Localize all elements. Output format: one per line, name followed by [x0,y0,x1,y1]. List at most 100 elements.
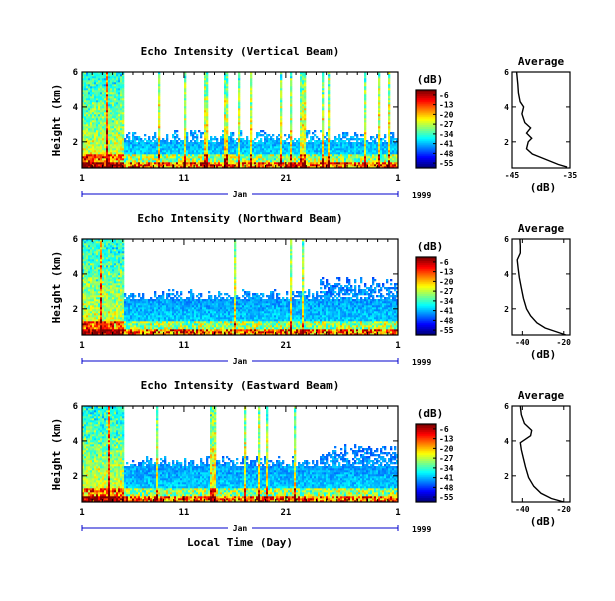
heatmap-cell [98,150,101,153]
heatmap-cell [364,78,367,81]
heatmap-cell [104,271,107,274]
heatmap-cell [320,158,323,161]
heatmap-cell [346,158,349,161]
heatmap-cell [110,289,113,292]
heatmap-cell [106,92,109,95]
heatmap-cell [158,100,161,103]
heatmap-cell [282,144,285,147]
heatmap-cell [198,144,201,147]
heatmap-cell [120,285,123,288]
heatmap-cell [116,132,119,135]
heatmap-cell [226,90,229,93]
heatmap-cell [98,142,101,145]
heatmap-cell [90,293,93,296]
heatmap-cell [362,150,365,153]
heatmap-cell [88,108,91,111]
heatmap-cell [166,140,169,143]
heatmap-cell [88,132,91,135]
heatmap-cell [372,154,375,157]
heatmap-cell [260,134,263,137]
heatmap-cell [138,146,141,149]
heatmap-cell [158,146,161,149]
heatmap-cell [298,140,301,143]
heatmap-cell [328,138,331,141]
heatmap-cell [290,144,293,147]
heatmap-cell [88,114,91,117]
heatmap-cell [328,126,331,129]
heatmap-cell [262,160,265,163]
heatmap-cell [116,158,119,161]
heatmap-cell [84,333,87,336]
heatmap-cell [168,166,171,169]
heatmap-cell [308,160,311,163]
heatmap-cell [98,321,101,324]
heatmap-cell [90,333,93,336]
heatmap-cell [82,261,85,264]
heatmap-cell [90,313,93,316]
heatmap-cell [96,305,99,308]
heatmap-cell [168,152,171,155]
heatmap-cell [92,299,95,302]
heatmap-cell [184,142,187,145]
heatmap-cell [84,331,87,334]
heatmap-cell [174,154,177,157]
heatmap-cell [110,84,113,87]
heatmap-cell [366,142,369,145]
heatmap-cell [180,146,183,149]
heatmap-cell [158,118,161,121]
heatmap-cell [110,130,113,133]
heatmap-cell [148,140,151,143]
heatmap-cell [366,148,369,151]
heatmap-cell [86,110,89,113]
heatmap-cell [122,313,125,316]
heatmap-cell [82,325,85,328]
heatmap-cell [196,140,199,143]
heatmap-cell [100,114,103,117]
heatmap-cell [120,301,123,304]
heatmap-cell [110,287,113,290]
heatmap-cell [90,88,93,91]
heatmap-cell [104,114,107,117]
heatmap-cell [322,130,325,133]
heatmap-cell [86,313,89,316]
heatmap-cell [190,160,193,163]
heatmap-cell [280,162,283,165]
heatmap-cell [158,74,161,77]
heatmap-cell [204,72,207,75]
heatmap-cell [112,309,115,312]
heatmap-cell [122,303,125,306]
heatmap-cell [246,160,249,163]
heatmap-cell [136,154,139,157]
heatmap-cell [112,287,115,290]
heatmap-cell [304,98,307,101]
heatmap-cell [302,116,305,119]
heatmap-cell [204,102,207,105]
heatmap-cell [110,285,113,288]
heatmap-cell [82,140,85,143]
heatmap-cell [98,92,101,95]
heatmap-cell [110,118,113,121]
heatmap-cell [166,148,169,151]
heatmap-cell [100,88,103,91]
heatmap-cell [138,140,141,143]
heatmap-cell [202,142,205,145]
heatmap-cell [378,106,381,109]
heatmap-cell [88,309,91,312]
heatmap-cell [86,72,89,75]
heatmap-cell [106,293,109,296]
heatmap-cell [202,156,205,159]
heatmap-cell [302,96,305,99]
heatmap-cell [126,331,129,334]
heatmap-cell [134,317,137,320]
heatmap-cell [102,305,105,308]
heatmap-cell [94,325,97,328]
heatmap-cell [138,150,141,153]
heatmap-cell [118,132,121,135]
heatmap-cell [162,154,165,157]
heatmap-cell [106,245,109,248]
heatmap-cell [118,88,121,91]
heatmap-cell [226,80,229,83]
heatmap-cell [110,251,113,254]
heatmap-cell [118,253,121,256]
heatmap-cell [312,136,315,139]
